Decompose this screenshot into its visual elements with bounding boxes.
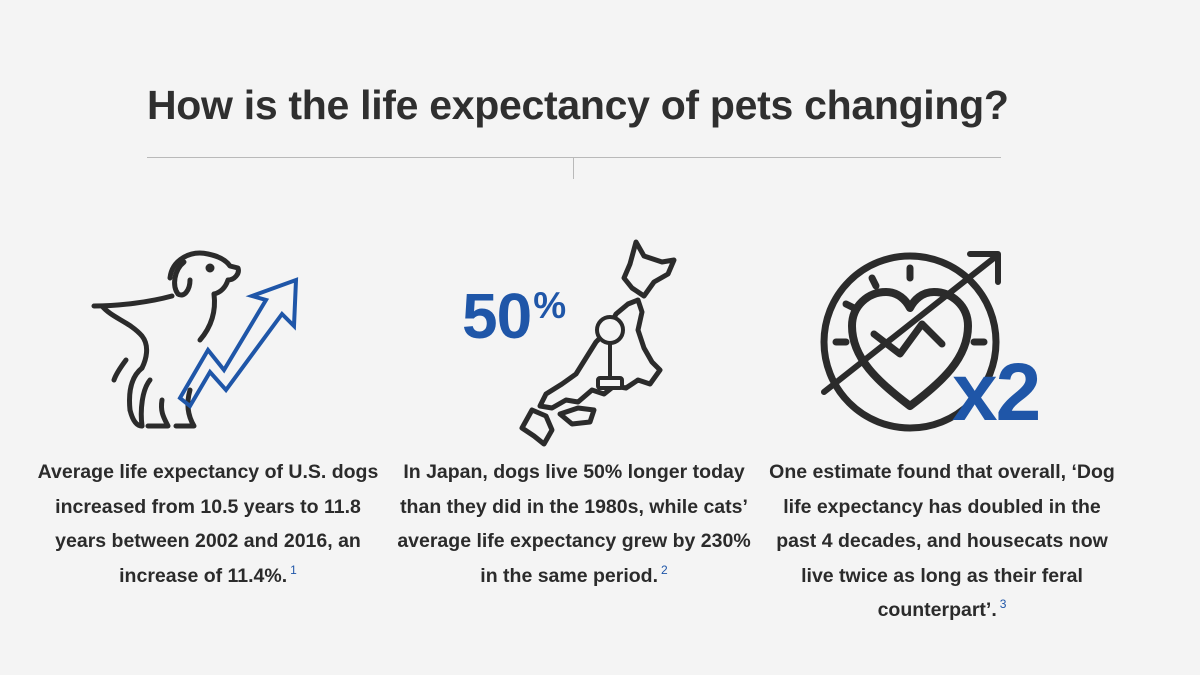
footnote-2[interactable]: 2 (661, 562, 668, 577)
stat-50-percent: 50% (462, 284, 566, 348)
clock-heart-arrow-icon (818, 246, 1018, 436)
title-divider (147, 157, 1001, 158)
stat-value: 50 (462, 280, 532, 352)
stat-unit: % (533, 285, 566, 326)
caption-us-dogs: Average life expectancy of U.S. dogs inc… (28, 455, 388, 593)
dog-with-rising-arrow-icon (90, 240, 320, 440)
footnote-3[interactable]: 3 (999, 597, 1007, 611)
stat-times-two: x2 (952, 347, 1041, 438)
japan-map-pin-icon (512, 238, 682, 448)
caption-text: In Japan, dogs live 50% longer today tha… (397, 461, 751, 587)
caption-japan: In Japan, dogs live 50% longer today tha… (394, 455, 754, 593)
caption-text: One estimate found that overall, ‘Dog li… (769, 461, 1115, 621)
caption-dog-doubled: One estimate found that overall, ‘Dog li… (762, 455, 1122, 628)
footnote-1[interactable]: 1 (290, 562, 297, 577)
caption-text: Average life expectancy of U.S. dogs inc… (37, 461, 379, 587)
divider-tick (573, 158, 574, 179)
page-title: How is the life expectancy of pets chang… (147, 82, 1009, 128)
